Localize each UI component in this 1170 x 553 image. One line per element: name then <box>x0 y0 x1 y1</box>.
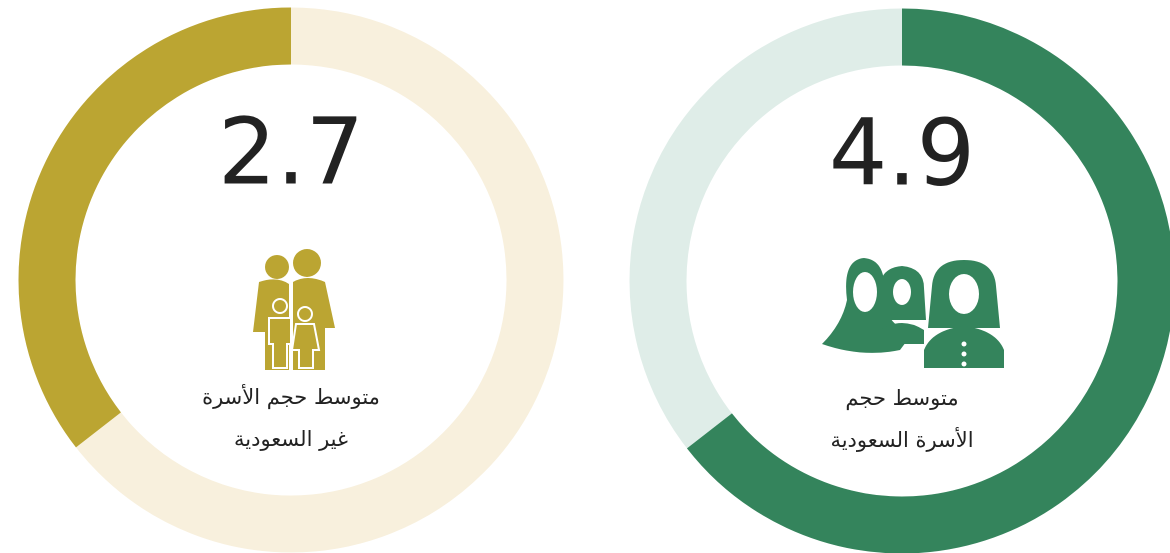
saudi-family-icon <box>822 258 1004 368</box>
gauge-label: متوسط حجم <box>845 386 958 411</box>
gauge-arc <box>686 8 1170 553</box>
gauge-arc <box>18 7 292 448</box>
gauge-value: 2.7 <box>218 98 364 205</box>
gauge-label: الأسرة السعودية <box>830 427 973 452</box>
family-icon <box>253 249 335 370</box>
gauge-value: 4.9 <box>829 99 975 206</box>
gauge-label: متوسط حجم الأسرة <box>202 384 380 410</box>
gauge-label: غير السعودية <box>234 427 348 451</box>
